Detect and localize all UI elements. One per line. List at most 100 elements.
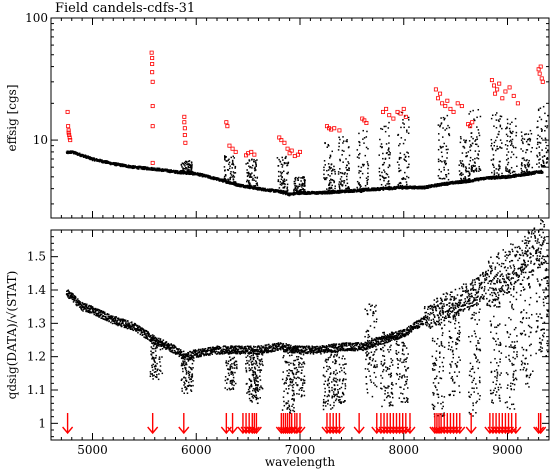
ratio-point [206,353,209,355]
scatter-point [343,180,345,182]
ratio-point [253,352,256,355]
scatter-point [478,132,480,134]
scatter-point [327,169,330,171]
scatter-point [187,166,190,169]
scatter-point [461,152,464,154]
ratio-point [211,350,214,352]
ratio-point [289,351,292,353]
ratio-point [77,301,79,304]
scatter-point [541,149,543,151]
ratio-point [108,313,110,316]
ratio-point [79,302,82,305]
scatter-point [188,160,191,162]
ratio-point [154,336,157,339]
scatter-point [537,141,539,144]
scatter-point [527,165,530,168]
scatter-point [504,144,507,146]
red-square-point [403,114,408,119]
scatter-point [539,154,541,156]
scatter-point [338,183,340,185]
scatter-point [339,187,341,190]
continuum-point [353,191,356,193]
scatter-point [471,167,473,169]
scatter-point [446,184,448,186]
scatter-point [437,160,440,163]
ratio-point [184,357,187,359]
scatter-point [181,162,184,164]
ratio-point [229,346,232,348]
ratio-point [304,346,306,349]
ratio-point [84,307,87,310]
ratio-point [111,320,113,322]
scatter-point [407,132,410,135]
ratio-point [243,350,245,353]
scatter-point [282,159,284,161]
ratio-point [80,307,82,309]
ratio-point [70,292,72,294]
ratio-point [106,319,108,322]
red-square-point [440,101,445,106]
ratio-point [199,353,201,356]
ratio-point [198,355,201,357]
scatter-point [225,179,227,181]
continuum-point [420,187,423,189]
scatter-point [511,143,513,145]
ratio-point [211,348,213,351]
scatter-point [333,165,335,168]
continuum-point [237,183,240,185]
scatter-point [189,163,191,166]
ratio-point [252,351,254,353]
scatter-point [330,181,332,184]
ratio-point [123,320,126,322]
red-square-point [466,122,471,127]
scatter-point [512,175,515,177]
continuum-point [410,185,413,188]
scatter-point [323,190,326,193]
scatter-point [246,171,248,174]
scatter-point [439,177,442,180]
ratio-point [101,310,103,313]
scatter-point [278,175,280,178]
ratio-point [249,346,252,349]
ratio-point [78,300,80,302]
top-y-tick-label: 100 [25,11,48,25]
scatter-point [253,158,255,161]
ratio-point [283,346,286,348]
scatter-point [447,178,450,181]
continuum-point [313,191,316,193]
scatter-point [462,145,464,148]
scatter-point [405,187,407,190]
scatter-point [525,151,527,154]
ratio-point [111,322,114,325]
scatter-point [498,169,500,171]
scatter-point [359,152,361,155]
scatter-point [232,179,235,181]
ratio-point [148,332,150,335]
scatter-point [523,164,526,166]
red-square-point [380,109,385,114]
red-square-point [67,133,72,138]
continuum-point [423,187,426,190]
ratio-point [231,345,234,348]
continuum-point [174,172,177,174]
ratio-point [67,289,70,291]
scatter-point [522,150,524,152]
ratio-point [304,349,307,352]
ratio-point [134,323,137,325]
ratio-point [294,345,297,347]
ratio-point [249,345,252,348]
scatter-point [303,179,306,182]
scatter-point [358,132,360,135]
scatter-point [529,140,531,142]
scatter-point [365,146,368,149]
scatter-point [276,157,279,159]
scatter-point [281,164,284,166]
scatter-point [495,126,498,129]
scatter-point [360,166,363,169]
ratio-point [174,352,176,354]
scatter-point [256,159,258,161]
ratio-point [311,347,314,349]
scatter-point [397,186,399,188]
scatter-point [253,179,255,182]
scatter-point [339,158,341,161]
